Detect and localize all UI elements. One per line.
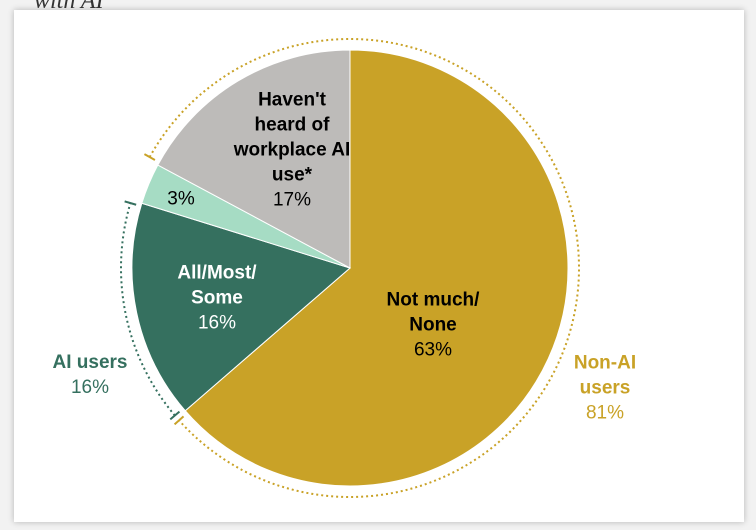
slice-category: Not much/ None (386, 289, 480, 336)
slice-label: Haven't heard of workplace AI use* 17% (232, 88, 352, 213)
group-arc-end (173, 415, 185, 426)
group-arc (120, 202, 176, 417)
group-name: AI users (52, 352, 128, 373)
slice-value: 16% (197, 312, 237, 334)
slice-category: Haven't heard of workplace AI use* (233, 89, 351, 186)
group-value: 16% (70, 377, 110, 398)
group-arc-end (124, 200, 137, 206)
slice-value: 3% (167, 188, 195, 210)
group-arc-end (143, 153, 156, 161)
pie-slice (131, 202, 352, 412)
slice-value: 63% (413, 339, 453, 361)
slice-label: Not much/ None 63% (368, 288, 498, 363)
group-label: AI users 16% (40, 350, 140, 400)
group-label: Non-AI users 81% (565, 351, 645, 426)
slice-value: 17% (272, 189, 312, 211)
slice-label: All/Most/ Some 16% (162, 261, 272, 336)
slice-label: 3% (151, 187, 211, 212)
group-value: 81% (585, 402, 625, 424)
slice-category: All/Most/ Some (177, 262, 257, 309)
group-arc-end (169, 410, 181, 421)
chart-title: with AI (34, 0, 104, 14)
pie-slice (184, 49, 569, 487)
pie-slice (157, 49, 351, 269)
group-name: Non-AI users (573, 352, 637, 399)
group-arc (148, 38, 580, 498)
